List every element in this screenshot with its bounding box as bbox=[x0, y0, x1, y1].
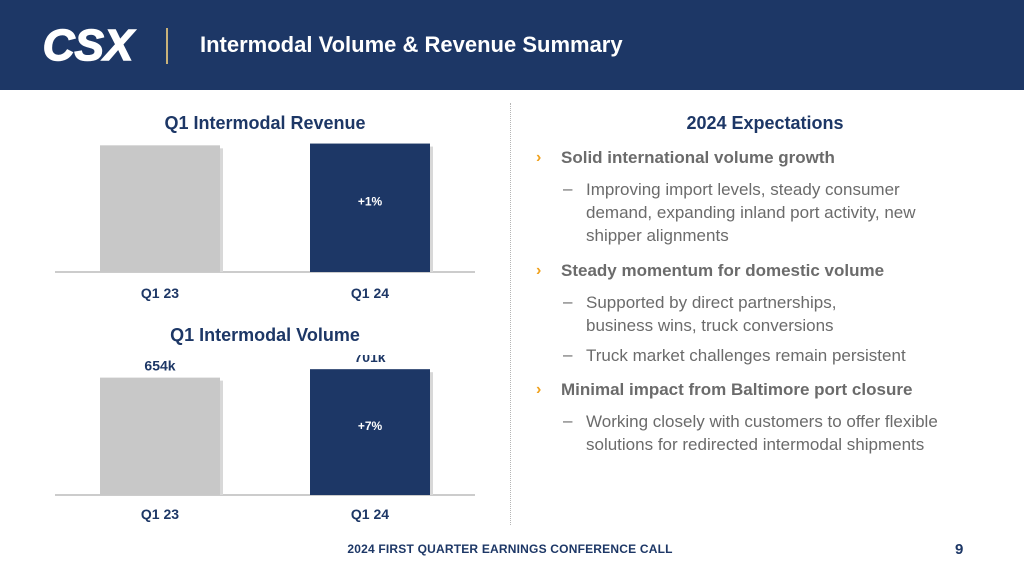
expectation-heading-2: Steady momentum for domestic volume bbox=[561, 261, 885, 280]
bullet-chevron-icon: › bbox=[536, 262, 542, 279]
revenue-chart: $499MQ1 23$506MQ1 24+1% bbox=[55, 140, 475, 301]
revenue-category-label: Q1 23 bbox=[141, 285, 179, 301]
revenue-change-label: +1% bbox=[358, 194, 383, 208]
volume-chart-title: Q1 Intermodal Volume bbox=[170, 325, 360, 345]
revenue-category-label: Q1 24 bbox=[351, 285, 389, 301]
revenue-value-label: $499M bbox=[139, 140, 182, 141]
dash-icon: – bbox=[563, 411, 573, 430]
expectation-detail-2b: Truck market challenges remain persisten… bbox=[586, 346, 906, 365]
expectation-heading-1: Solid international volume growth bbox=[561, 148, 835, 167]
bullet-chevron-icon: › bbox=[536, 149, 542, 166]
csx-logo-mark: CSX bbox=[42, 22, 137, 68]
volume-bar-q1-23 bbox=[100, 377, 220, 495]
bullet-chevron-icon: › bbox=[536, 381, 542, 398]
column-divider bbox=[510, 103, 511, 525]
volume-value-label: 701k bbox=[354, 355, 385, 365]
page-number: 9 bbox=[955, 541, 964, 558]
logo-text: CSX bbox=[43, 22, 136, 68]
volume-chart: 654k Q1 23 701k Q1 24 +7% bbox=[55, 355, 475, 522]
revenue-bar-q1-24 bbox=[310, 143, 430, 272]
volume-bar-q1-24 bbox=[310, 369, 430, 495]
csx-logo: CSX bbox=[38, 22, 138, 68]
volume-value-label: 654k bbox=[144, 358, 175, 374]
expectation-detail-3a: Working closely with customers to offer … bbox=[586, 412, 938, 454]
header-divider bbox=[166, 28, 168, 64]
footer-text: 2024 FIRST QUARTER EARNINGS CONFERENCE C… bbox=[347, 542, 673, 556]
volume-category-label: Q1 23 bbox=[141, 506, 179, 522]
expectation-detail-2a: Supported by direct partnerships, busine… bbox=[586, 293, 837, 335]
revenue-bar-q1-23 bbox=[100, 145, 220, 272]
volume-category-label: Q1 24 bbox=[351, 506, 389, 522]
revenue-chart-title: Q1 Intermodal Revenue bbox=[164, 113, 366, 133]
volume-change-label: +7% bbox=[358, 419, 383, 433]
page-title: Intermodal Volume & Revenue Summary bbox=[200, 32, 623, 57]
dash-icon: – bbox=[563, 345, 573, 364]
expectations-title: 2024 Expectations bbox=[686, 113, 844, 133]
expectation-heading-3: Minimal impact from Baltimore port closu… bbox=[561, 380, 913, 399]
expectation-detail-1a: Improving import levels, steady consumer… bbox=[586, 180, 916, 245]
dash-icon: – bbox=[563, 179, 573, 198]
header-bar: CSX Intermodal Volume & Revenue Summary bbox=[0, 0, 1024, 90]
dash-icon: – bbox=[563, 292, 573, 311]
